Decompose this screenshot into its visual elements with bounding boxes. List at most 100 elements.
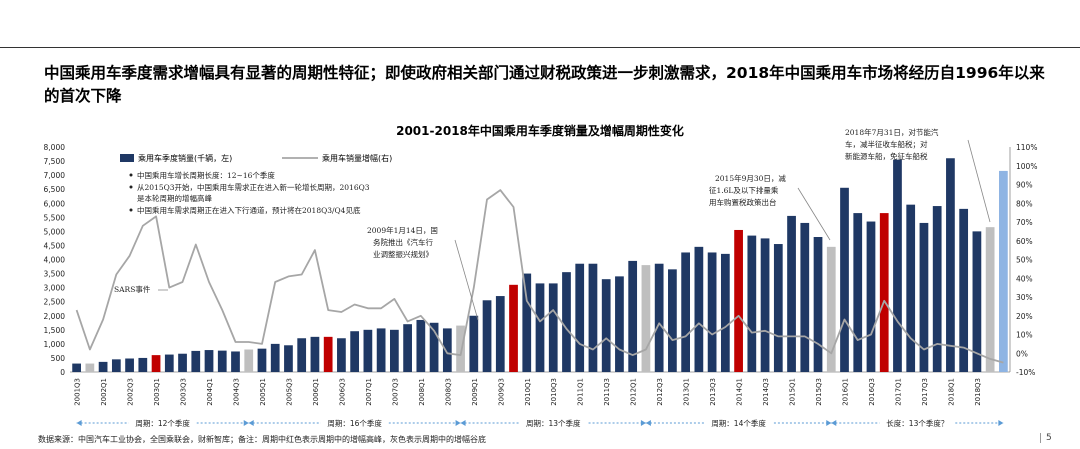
- left-axis-tick-label: 1,500: [44, 326, 66, 335]
- x-axis-tick-label: 2007Q1: [365, 378, 373, 406]
- sales-bar: [959, 208, 969, 372]
- sales-bar: [389, 329, 399, 372]
- cycle-period: 周期：16个季度: [248, 417, 461, 428]
- sales-bar: [85, 363, 95, 372]
- cycle-period-arrow-right: [243, 420, 249, 426]
- right-axis-tick-label: 0%: [1016, 349, 1028, 358]
- left-axis-tick-label: 3,500: [44, 270, 66, 279]
- note-2015-tax-3: 用车购置税政策出台: [709, 197, 777, 207]
- sales-bar: [668, 269, 677, 372]
- sales-bar: [363, 329, 373, 372]
- x-axis-tick-label: 2003Q3: [180, 378, 188, 406]
- sales-bar: [681, 252, 691, 372]
- cycle-period: 周期：13个季度: [460, 417, 646, 428]
- left-axis-tick-label: 8,000: [44, 143, 66, 152]
- data-source-footnote: 数据来源：中国汽车工业协会，全国乘联会，财新智库；备注：周期中红色表示周期中的增…: [38, 435, 486, 444]
- right-axis-tick-label: -10%: [1016, 368, 1035, 377]
- note-cycle-length: 中国乘用车增长周期长度：12~16个季度: [137, 170, 275, 180]
- x-axis-tick-label: 2011Q1: [577, 378, 585, 406]
- x-axis-tick-label: 2014Q3: [762, 378, 770, 406]
- cycle-period-label-bg: [879, 417, 956, 428]
- sales-bar: [429, 322, 439, 372]
- x-axis-tick-label: 2006Q3: [338, 378, 346, 406]
- cycle-period: 周期：14个季度: [645, 417, 832, 428]
- right-axis-tick-label: 50%: [1016, 256, 1033, 265]
- right-axis-tick-label: 20%: [1016, 312, 1033, 321]
- right-axis-tick-label: 40%: [1016, 274, 1033, 283]
- sales-bar: [376, 328, 386, 372]
- left-axis-tick-label: 2,000: [44, 312, 66, 321]
- sales-bar: [985, 227, 995, 372]
- bullet-dot: [129, 208, 133, 212]
- sales-bar: [217, 350, 227, 372]
- note-2009-policy-1: 2009年1月14日，国: [367, 225, 438, 235]
- sales-bar: [562, 272, 571, 372]
- cycle-period-label: 长度：13个季度？: [886, 418, 948, 428]
- x-axis-tick-label: 2012Q3: [656, 378, 664, 406]
- x-axis-tick-label: 2006Q1: [312, 378, 320, 406]
- x-axis-tick-label: 2012Q1: [630, 378, 638, 406]
- right-axis-tick-label: 90%: [1016, 181, 1033, 190]
- cycle-period-arrow-right: [455, 420, 461, 426]
- x-axis-tick-label: 2014Q1: [736, 378, 744, 406]
- sales-bar: [800, 222, 810, 372]
- x-axis-tick-label: 2008Q1: [418, 378, 426, 406]
- x-axis-tick-label: 2004Q1: [206, 378, 214, 406]
- top-divider: [0, 47, 1080, 48]
- sales-bar: [98, 361, 108, 372]
- sales-bar: [813, 237, 823, 372]
- left-axis-tick-label: 7,000: [44, 171, 66, 180]
- sales-bar: [919, 222, 929, 372]
- x-axis-tick-label: 2002Q1: [100, 378, 108, 406]
- x-axis-tick-label: 2010Q1: [524, 378, 532, 406]
- sales-bar: [879, 213, 889, 372]
- x-axis-tick-label: 2004Q3: [232, 378, 240, 406]
- sales-bar: [906, 204, 916, 372]
- cycle-period-label-bg: [320, 417, 389, 428]
- note-new-cycle-cont: 是本轮周期的增幅高峰: [137, 193, 212, 203]
- x-axis-tick-label: 2010Q3: [550, 378, 558, 406]
- right-axis-tick-label: 10%: [1016, 331, 1033, 340]
- sales-bar: [403, 324, 412, 372]
- cycle-period: 长度：13个季度？: [831, 417, 1004, 428]
- tax-2015-pointer: [797, 187, 831, 241]
- x-axis-tick-label: 2013Q3: [709, 378, 717, 406]
- sales-bar: [495, 296, 505, 372]
- sales-bar: [694, 246, 704, 372]
- sales-bar: [231, 351, 240, 372]
- sales-bar: [244, 349, 254, 372]
- sales-bar: [932, 206, 942, 372]
- sales-bar: [469, 315, 479, 372]
- note-downturn: 中国乘用车需求周期正在进入下行通道，预计将在2018Q3/Q4见底: [137, 205, 361, 215]
- x-axis-tick-label: 2008Q3: [444, 378, 452, 406]
- sales-bar: [270, 343, 280, 372]
- sales-bar: [72, 363, 81, 372]
- sales-bar: [164, 354, 174, 372]
- right-axis-tick-label: 100%: [1016, 162, 1037, 171]
- note-2018-tax-2: 车，减半征收车船税；对: [845, 139, 928, 149]
- left-axis-tick-label: 0: [60, 368, 65, 377]
- note-2018-tax-1: 2018年7月31日，对节能汽: [845, 127, 939, 137]
- sales-bar: [297, 338, 307, 372]
- x-axis-tick-label: 2003Q1: [153, 378, 161, 406]
- sales-bar: [615, 276, 624, 372]
- cycle-period-arrow-left: [248, 420, 254, 426]
- page-headline: 中国乘用车季度需求增幅具有显著的周期性特征；即使政府相关部门通过财税政策进一步刺…: [44, 64, 1045, 105]
- sales-bar: [350, 331, 360, 372]
- cycle-period-label-bg: [128, 417, 197, 428]
- cycle-period-arrow-right: [640, 420, 646, 426]
- chart-title: 2001-2018年中国乘用车季度销量及增幅周期性变化: [396, 123, 684, 138]
- cycle-period: 周期：12个季度: [76, 417, 249, 428]
- x-axis-tick-label: 2017Q1: [894, 378, 902, 406]
- sales-bar: [310, 336, 320, 372]
- cycle-period-label-bg: [704, 417, 773, 428]
- sales-bar: [111, 359, 121, 372]
- cycle-period-label-bg: [519, 417, 588, 428]
- sales-bar: [442, 328, 452, 372]
- sales-bar: [654, 263, 664, 372]
- sales-bar: [178, 353, 187, 372]
- legend-bar-label: 乘用车季度销量(千辆，左): [138, 153, 232, 163]
- sales-bar: [840, 187, 849, 372]
- x-axis-tick-label: 2018Q1: [947, 378, 955, 406]
- sales-bar: [972, 231, 982, 372]
